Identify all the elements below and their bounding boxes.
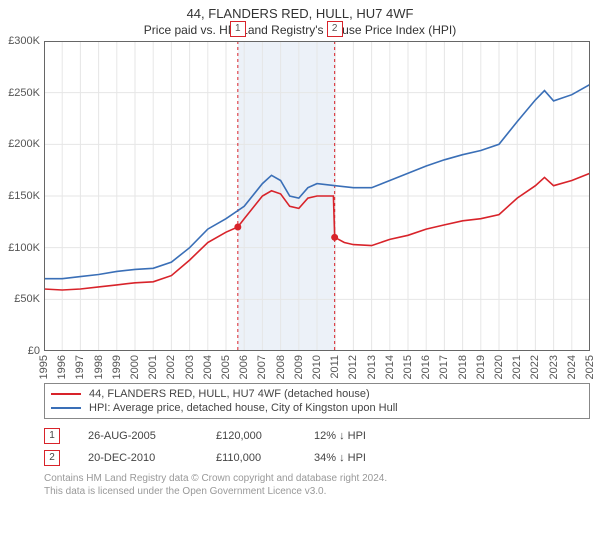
- sale-row: 1 26-AUG-2005 £120,000 12% ↓ HPI: [44, 425, 590, 447]
- x-tick-label: 2016: [420, 355, 432, 379]
- sale-badge: 1: [44, 428, 60, 444]
- legend-item: 44, FLANDERS RED, HULL, HU7 4WF (detache…: [51, 387, 583, 401]
- x-tick-label: 2001: [147, 355, 159, 379]
- chart-subtitle: Price paid vs. HM Land Registry's House …: [0, 21, 600, 41]
- x-tick-label: 2024: [566, 355, 578, 379]
- sale-row: 2 20-DEC-2010 £110,000 34% ↓ HPI: [44, 447, 590, 469]
- chart-area: £0£50K£100K£150K£200K£250K£300K199519961…: [44, 41, 590, 351]
- x-tick-label: 1999: [111, 355, 123, 379]
- y-tick-label: £150K: [8, 190, 44, 202]
- y-tick-label: £300K: [8, 35, 44, 47]
- chart-title: 44, FLANDERS RED, HULL, HU7 4WF: [0, 0, 600, 21]
- x-tick-label: 2006: [238, 355, 250, 379]
- y-tick-label: £200K: [8, 138, 44, 150]
- x-tick-label: 1997: [74, 355, 86, 379]
- footer-line-2: This data is licensed under the Open Gov…: [44, 486, 590, 499]
- legend-label: HPI: Average price, detached house, City…: [89, 402, 398, 414]
- x-tick-label: 1995: [38, 355, 50, 379]
- sale-hpi-delta: 34% ↓ HPI: [314, 452, 366, 464]
- sale-marker-badge: 2: [327, 21, 343, 37]
- x-tick-label: 2017: [438, 355, 450, 379]
- sale-price: £120,000: [216, 430, 286, 442]
- legend-swatch: [51, 393, 81, 395]
- x-tick-label: 2019: [475, 355, 487, 379]
- x-tick-label: 2003: [184, 355, 196, 379]
- legend-label: 44, FLANDERS RED, HULL, HU7 4WF (detache…: [89, 388, 370, 400]
- y-tick-label: £250K: [8, 87, 44, 99]
- x-tick-label: 1996: [56, 355, 68, 379]
- line-chart: [44, 41, 590, 351]
- sale-hpi-delta: 12% ↓ HPI: [314, 430, 366, 442]
- sale-marker-badge: 1: [230, 21, 246, 37]
- legend-swatch: [51, 407, 81, 409]
- sale-date: 26-AUG-2005: [88, 430, 188, 442]
- x-tick-label: 2002: [165, 355, 177, 379]
- x-tick-label: 2005: [220, 355, 232, 379]
- legend-item: HPI: Average price, detached house, City…: [51, 401, 583, 415]
- footer-attribution: Contains HM Land Registry data © Crown c…: [44, 473, 590, 498]
- sales-table: 1 26-AUG-2005 £120,000 12% ↓ HPI 2 20-DEC-201…: [44, 425, 590, 469]
- footer-line-1: Contains HM Land Registry data © Crown c…: [44, 473, 590, 486]
- x-tick-label: 2014: [384, 355, 396, 379]
- x-tick-label: 2009: [293, 355, 305, 379]
- x-tick-label: 2023: [548, 355, 560, 379]
- sale-badge: 2: [44, 450, 60, 466]
- legend: 44, FLANDERS RED, HULL, HU7 4WF (detache…: [44, 383, 590, 419]
- x-tick-label: 2007: [256, 355, 268, 379]
- x-tick-label: 2022: [529, 355, 541, 379]
- x-tick-label: 2015: [402, 355, 414, 379]
- y-tick-label: £50K: [14, 293, 44, 305]
- x-tick-label: 2010: [311, 355, 323, 379]
- x-tick-label: 2004: [202, 355, 214, 379]
- x-tick-label: 2000: [129, 355, 141, 379]
- x-tick-label: 2008: [275, 355, 287, 379]
- y-tick-label: £100K: [8, 242, 44, 254]
- x-tick-label: 2012: [347, 355, 359, 379]
- sale-price: £110,000: [216, 452, 286, 464]
- sale-date: 20-DEC-2010: [88, 452, 188, 464]
- x-tick-label: 1998: [93, 355, 105, 379]
- x-tick-label: 2025: [584, 355, 596, 379]
- x-tick-label: 2021: [511, 355, 523, 379]
- x-tick-label: 2020: [493, 355, 505, 379]
- x-tick-label: 2013: [366, 355, 378, 379]
- x-tick-label: 2018: [457, 355, 469, 379]
- x-tick-label: 2011: [329, 355, 341, 379]
